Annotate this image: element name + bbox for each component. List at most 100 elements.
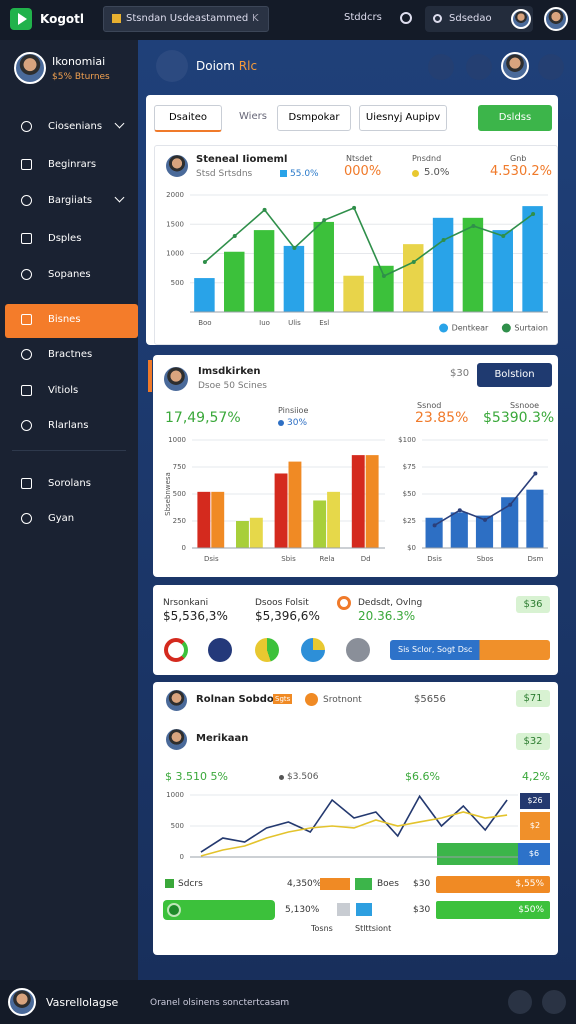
header-icon[interactable]: [156, 50, 188, 82]
header-title-accent: Rlc: [238, 59, 258, 73]
icon[interactable]: [164, 638, 188, 662]
nav-item[interactable]: Vitiols: [0, 381, 138, 401]
user-icon[interactable]: [400, 12, 412, 24]
icon[interactable]: [255, 638, 279, 662]
nav-item[interactable]: Rlarlans: [0, 416, 138, 436]
icon-button[interactable]: [538, 54, 564, 80]
row-value: 5,130%: [285, 905, 320, 915]
progress-label: Sis Sclor, Sogt Dsc: [398, 645, 473, 654]
tab[interactable]: Stsndan Usdeastammed K: [103, 6, 269, 32]
sidebar: Ikonomiai $5% Bturnes Ciosenians Beginrar…: [0, 40, 138, 980]
nav-item[interactable]: Dsples: [0, 229, 138, 249]
button[interactable]: Uiesnyj Aupipv: [359, 105, 447, 131]
row-value: 4,350%: [287, 879, 322, 889]
nav-chevron: [114, 118, 125, 129]
avatar: [164, 153, 190, 179]
nav-label: Sorolans: [48, 478, 91, 489]
nav-icon: [21, 513, 32, 524]
stat-value: $5390.3%: [483, 410, 555, 426]
stat-label: Dedsdt, Ovlng: [358, 598, 423, 608]
nav-item[interactable]: Gyan: [0, 509, 138, 529]
nav-icon: [21, 349, 32, 360]
avatar[interactable]: [501, 52, 529, 80]
progress-bar: $,55%: [436, 876, 550, 893]
card-subtitle: Dsoe 50 Scines: [198, 381, 267, 391]
app-logo[interactable]: [10, 8, 32, 30]
user-name: Vasrellolagse: [46, 996, 119, 1009]
icon[interactable]: [208, 638, 232, 662]
row-label: Sdcrs: [178, 879, 203, 889]
progress-bar: [163, 900, 275, 920]
card-meta: $30: [450, 368, 470, 379]
avatar: [164, 688, 189, 713]
nav-label: Rlarlans: [48, 420, 89, 431]
tab-icon: [112, 14, 121, 23]
stat-dot: [279, 775, 284, 780]
panel-badge: 55.0%: [290, 169, 319, 179]
row-amount: $30: [413, 905, 431, 915]
icon[interactable]: [301, 638, 325, 662]
button[interactable]: Bolstion: [477, 363, 552, 387]
nav-icon: [21, 385, 32, 396]
primary-button[interactable]: Dsldss: [478, 105, 552, 131]
top-link[interactable]: Stddcrs: [344, 12, 382, 23]
swatch: [337, 903, 350, 916]
profile-name: Ikonomiai: [52, 55, 106, 68]
button[interactable]: Dsmpokar: [277, 105, 351, 131]
nav-icon: [21, 195, 32, 206]
badge: $71: [516, 690, 550, 707]
stat-value: 17,49,57%: [165, 410, 241, 426]
stat-label: Pnsdnd: [412, 154, 442, 163]
header-title: Doiom Rlc: [196, 59, 257, 73]
nav-label: Vitiols: [48, 385, 79, 396]
swatch: [355, 878, 372, 890]
stat-value: 4.530.2%: [490, 164, 552, 179]
nav-item[interactable]: Ciosenians: [0, 117, 138, 137]
stat-value: 23.85%: [415, 410, 469, 426]
footer-label: Tosns: [311, 924, 333, 933]
footer-label: Stlttsiont: [355, 924, 392, 933]
nav-item[interactable]: Bargiiats: [0, 191, 138, 211]
icon-button[interactable]: [466, 54, 492, 80]
nav-item[interactable]: Sorolans: [0, 474, 138, 494]
row-legend: Boes: [377, 879, 399, 889]
stat-value: 20.36.3%: [358, 609, 416, 623]
profile-avatar: [14, 52, 46, 84]
search-box[interactable]: Sdsedao: [425, 6, 533, 32]
nav-label: Bractnes: [48, 349, 93, 360]
nav-item[interactable]: Bisnes: [0, 310, 138, 330]
nav-item[interactable]: Beginrars: [0, 155, 138, 175]
nav-item[interactable]: Bractnes: [0, 345, 138, 365]
nav-label: Bargiiats: [48, 195, 93, 206]
icon[interactable]: [346, 638, 370, 662]
status-text: Oranel olsinens sonctertcasam: [150, 998, 290, 1008]
side-label: $26: [520, 793, 550, 809]
stat-value: 5.0%: [424, 167, 450, 178]
icon-button[interactable]: [428, 54, 454, 80]
avatar[interactable]: [544, 7, 568, 31]
tab-close[interactable]: K: [252, 13, 259, 24]
panel-subtitle: Stsd Srtsdns: [196, 169, 253, 179]
nav-label: Sopanes: [48, 269, 91, 280]
stat-label: Ssnooe: [510, 401, 540, 410]
tab-label: Stsndan Usdeastammed: [126, 13, 249, 24]
nav-item[interactable]: Sopanes: [0, 265, 138, 285]
icon-button[interactable]: [542, 990, 566, 1014]
nav-divider: [12, 450, 126, 451]
meta: $5656: [414, 694, 446, 705]
stat-label: Pinsiioe: [278, 406, 309, 415]
bottom-bar: Vasrellolagse Oranel olsinens sonctertca…: [0, 980, 576, 1024]
tab-link[interactable]: Wiers: [239, 111, 267, 122]
card: Rolnan Sobdoni Sgts Srotnont $5656 $71 M…: [153, 682, 558, 955]
icon-button[interactable]: [508, 990, 532, 1014]
stat-badge: 30%: [287, 418, 308, 428]
nav-icon: [21, 478, 32, 489]
stat-value: $ 3.510 5%: [165, 770, 228, 783]
row-amount: $30: [413, 879, 431, 889]
stat-icon: [337, 596, 351, 610]
nav-label: Bisnes: [48, 314, 81, 325]
card: Dsaiteo Wiers Dsmpokar Uiesnyj Aupipv Ds…: [146, 95, 558, 345]
dropdown[interactable]: Dsaiteo: [154, 105, 222, 132]
nav-label: Ciosenians: [48, 121, 103, 132]
